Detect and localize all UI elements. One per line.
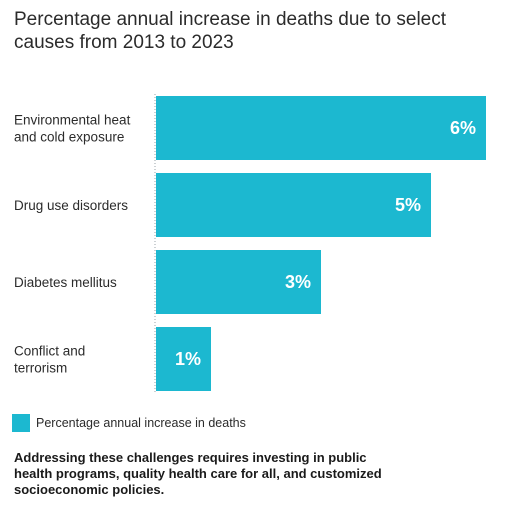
category-label: Conflict and terrorism [14, 344, 85, 376]
bar [156, 173, 431, 237]
legend: Percentage annual increase in deaths [12, 414, 246, 432]
chart-title: Percentage annual increase in deaths due… [14, 9, 447, 53]
bar-value-label: 5% [395, 195, 421, 215]
category-label: Environmental heat and cold exposure [14, 113, 131, 145]
bar [156, 327, 211, 391]
footnote: Addressing these challenges requires inv… [14, 450, 382, 497]
bar-value-label: 6% [450, 118, 476, 138]
bar-value-label: 3% [285, 272, 311, 292]
bar [156, 250, 321, 314]
bar [156, 96, 486, 160]
legend-swatch [12, 414, 30, 432]
category-label: Diabetes mellitus [14, 275, 117, 290]
bar-value-label: 1% [175, 349, 201, 369]
category-label: Drug use disorders [14, 198, 128, 213]
legend-label: Percentage annual increase in deaths [36, 416, 246, 430]
bars-layer: 6% Environmental heat and cold exposure 5% D… [14, 96, 486, 391]
